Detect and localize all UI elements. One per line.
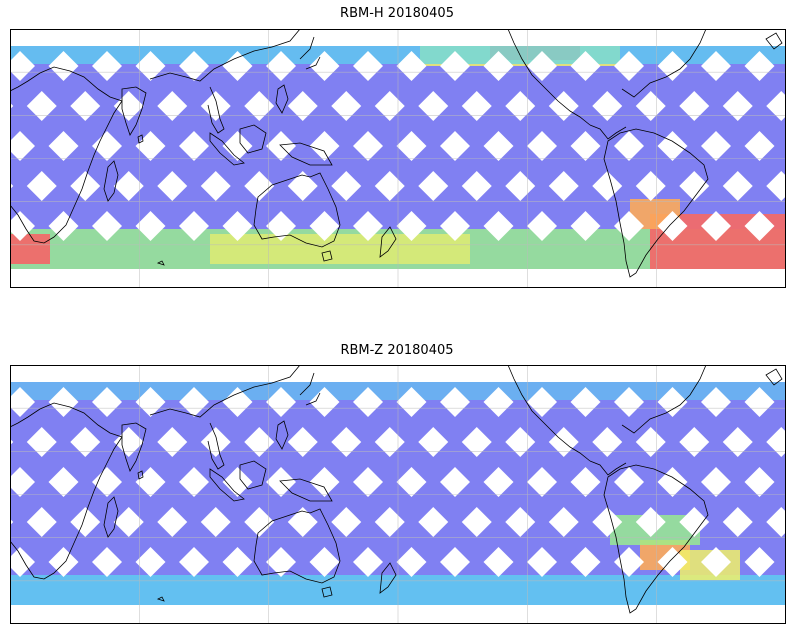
swath-gaps <box>10 51 786 241</box>
map-panel-rbm-z <box>10 365 786 624</box>
swath-gaps <box>10 387 786 577</box>
map-frame <box>10 365 786 624</box>
coastlines <box>10 29 783 278</box>
map-panel-rbm-h <box>10 29 786 288</box>
coastlines <box>10 365 783 614</box>
panel-title-rbm-z: RBM-Z 20180405 <box>340 343 454 358</box>
map-frame <box>10 29 786 288</box>
gridlines <box>10 365 786 624</box>
panel-title-rbm-h: RBM-H 20180405 <box>340 6 454 21</box>
